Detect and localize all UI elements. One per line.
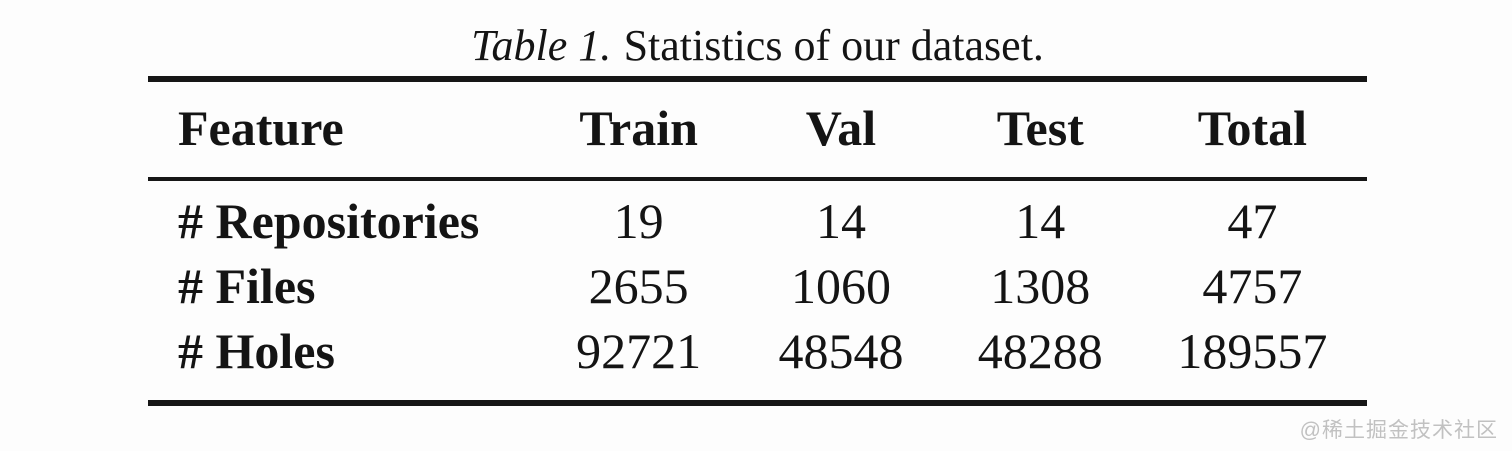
cell-repositories-train: 19 [613,193,664,249]
cell-files-train: 2655 [588,258,689,314]
column-header-train: Train [579,100,698,156]
dataset-statistics-table: Feature Train Val Test Total # Repositor… [148,76,1367,406]
cell-holes-train: 92721 [576,323,702,379]
column-header-val: Val [805,100,877,156]
watermark: @稀土掘金技术社区 [1299,419,1498,442]
cell-files-val: 1060 [790,258,891,314]
cell-holes-test: 48288 [977,323,1103,379]
cell-repositories-val: 14 [815,193,866,249]
cell-holes-val: 48548 [778,323,904,379]
table-row-holes: # Holes 92721 48548 48288 189557 [148,319,1367,403]
column-header-test: Test [996,100,1084,156]
column-header-feature: Feature [178,100,344,156]
caption-table-number: Table 1. [471,21,612,70]
column-header-total: Total [1197,100,1308,156]
caption-text: Statistics of our dataset. [623,21,1044,70]
cell-repositories-test: 14 [1015,193,1066,249]
table-row-files: # Files 2655 1060 1308 4757 [148,254,1367,319]
cell-files-total: 4757 [1202,258,1303,314]
cell-repositories-total: 47 [1227,193,1278,249]
table-caption: Table 1. Statistics of our dataset. [148,20,1367,72]
row-label-repositories: # Repositories [178,193,480,249]
row-label-files: # Files [178,258,316,314]
header-row: Feature Train Val Test Total [148,79,1367,179]
cell-holes-total: 189557 [1177,323,1328,379]
row-label-holes: # Holes [178,323,335,379]
table-row-repositories: # Repositories 19 14 14 47 [148,179,1367,254]
cell-files-test: 1308 [990,258,1091,314]
